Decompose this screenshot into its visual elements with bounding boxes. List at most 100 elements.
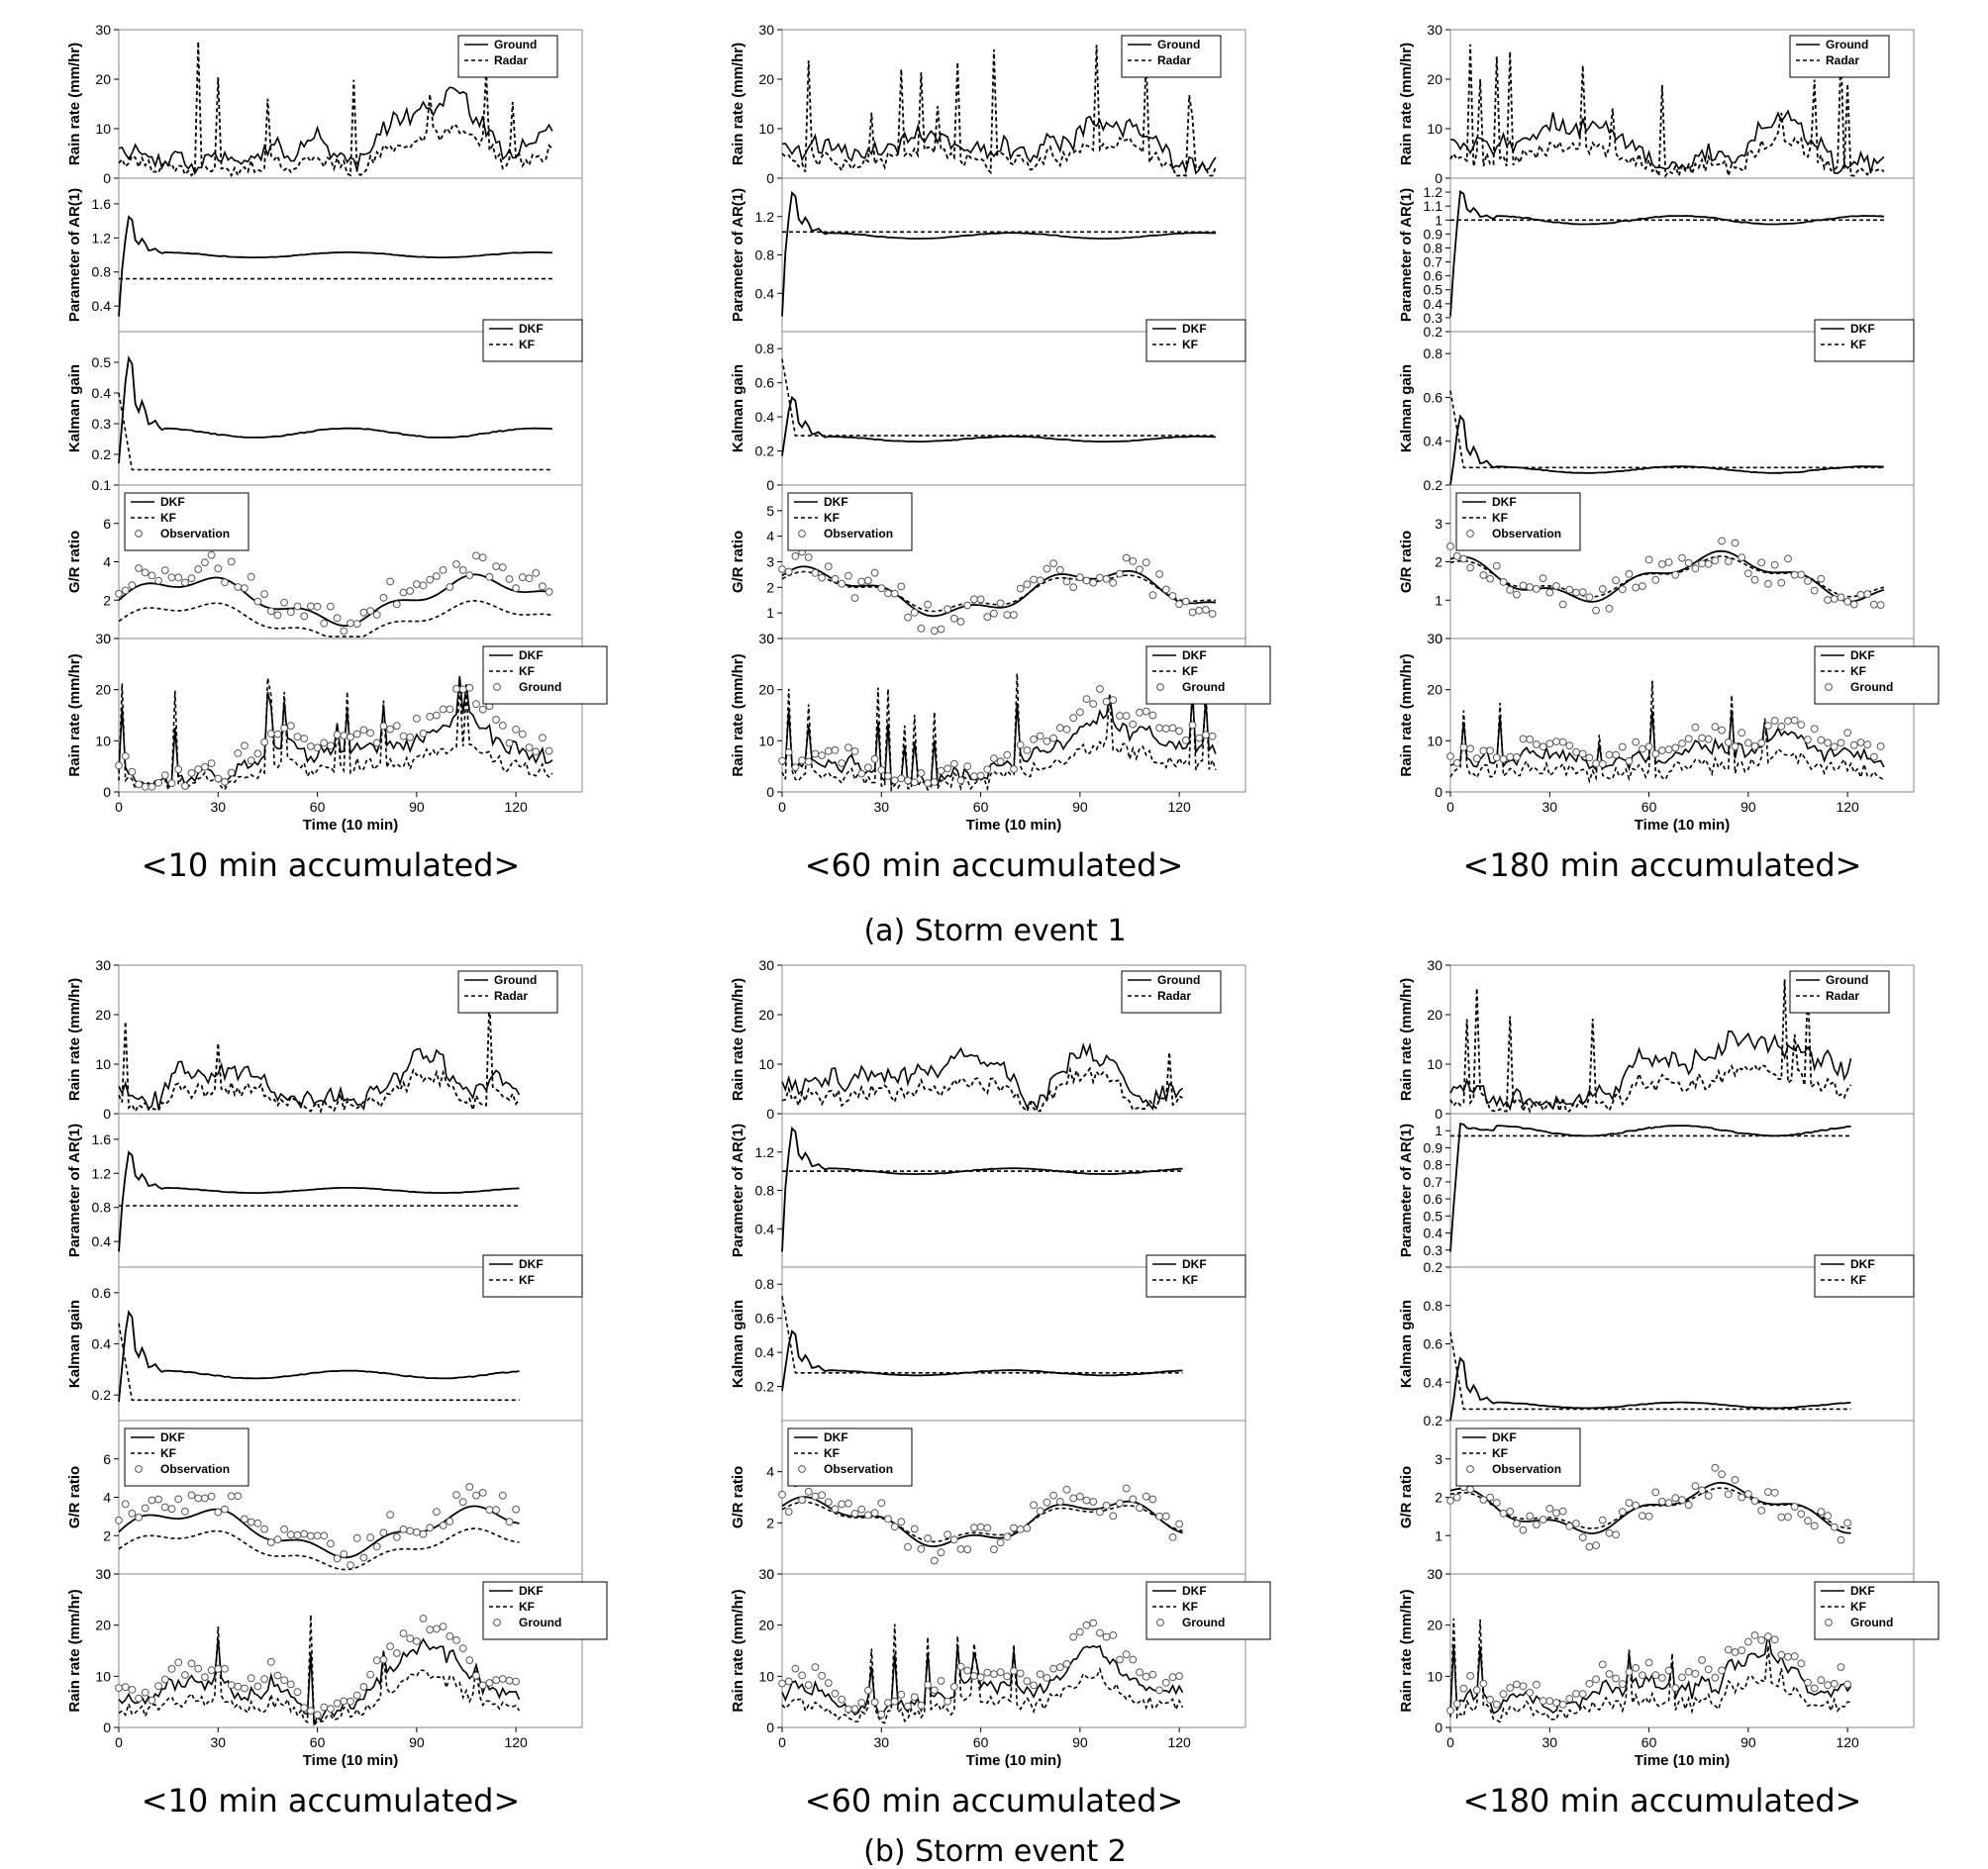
observation-point (160, 566, 169, 574)
ground-point (1030, 1681, 1038, 1690)
observation-point (406, 1526, 415, 1535)
ground-point (419, 1615, 428, 1623)
y-tick-label: 20 (1427, 71, 1442, 87)
y-tick-label: 20 (758, 71, 774, 87)
x-tick-label: 60 (1641, 1734, 1657, 1750)
observation-point (1030, 575, 1038, 584)
observation-point (791, 552, 800, 560)
ground-point (452, 1636, 460, 1644)
y-axis-label: Rain rate (mm/hr) (1398, 1589, 1415, 1712)
legend-label: DKF (519, 648, 544, 662)
legend-label: KF (824, 1446, 840, 1460)
ground-point (1585, 1679, 1594, 1688)
y-tick-label: 4 (766, 529, 774, 544)
y-tick-label: 20 (95, 682, 111, 698)
observation-point (241, 1515, 248, 1524)
y-tick-label: 0.4 (1424, 296, 1443, 312)
observation-point (492, 562, 501, 570)
observation-point (333, 614, 342, 623)
observation-point (1155, 570, 1163, 578)
observation-point (1770, 1488, 1779, 1497)
y-tick-label: 0.3 (92, 416, 112, 432)
ground-point (1513, 1680, 1521, 1689)
ground-point (1102, 1632, 1111, 1641)
observation-point (1010, 1524, 1018, 1532)
series-radar (1449, 44, 1885, 179)
observation-point (135, 564, 144, 572)
ground-point (864, 1686, 872, 1695)
y-tick-label: 3 (1435, 1451, 1442, 1467)
series-kf (118, 1615, 521, 1728)
observation-point (1109, 1512, 1118, 1521)
ground-point (798, 756, 806, 765)
observation-point (505, 575, 514, 583)
x-axis-label: Time (10 min) (303, 1752, 398, 1769)
legend-box (1789, 970, 1890, 1014)
observation-point (505, 1518, 514, 1526)
y-axis-label: Rain rate (mm/hr) (730, 43, 746, 165)
ground-point (1472, 1686, 1481, 1695)
observation-point (1023, 580, 1032, 589)
series-dkf (1449, 1356, 1851, 1422)
x-tick-label: 0 (115, 799, 123, 815)
legend-label: Observation (160, 527, 230, 541)
ground-point (1671, 1684, 1680, 1693)
observation-point (1671, 570, 1680, 579)
ground-point (266, 730, 275, 738)
ground-point (1129, 720, 1138, 729)
y-tick-label: 20 (95, 1007, 111, 1023)
observation-point (1076, 1492, 1084, 1501)
observation-point (121, 586, 130, 595)
ground-point (478, 705, 487, 714)
observation-point (1023, 1524, 1032, 1532)
ground-point (207, 1666, 216, 1675)
panel-gain: 0.1 0.2 0.3 0.4 0.5 Kalman gain DKF KF (66, 319, 583, 493)
legend-label: KF (1850, 664, 1866, 678)
observation-point (1644, 555, 1653, 564)
observation-point (1718, 1470, 1726, 1479)
ground-point (996, 757, 1005, 766)
ground-point (1533, 1680, 1541, 1689)
observation-point (1810, 586, 1819, 595)
series-kf (118, 1527, 520, 1571)
legend-label: Ground (1157, 973, 1200, 987)
ground-point (1770, 1635, 1779, 1644)
series-dkf (781, 1126, 1183, 1252)
ground-point (1446, 1707, 1454, 1715)
observation-point (320, 1531, 329, 1540)
ground-point (472, 700, 480, 709)
observation-point (1466, 563, 1474, 572)
ground-point (877, 1710, 886, 1719)
observation-point (1757, 1507, 1766, 1515)
observation-point (1055, 1498, 1064, 1506)
observation-point (1049, 1491, 1057, 1500)
observation-point (1539, 1516, 1547, 1524)
y-tick-label: 0.4 (755, 1344, 775, 1360)
panel-gr: 0 2 4 G/R ratio DKF KF Observation (730, 1420, 1246, 1582)
y-tick-label: 0.8 (755, 341, 775, 356)
observation-point (1790, 570, 1799, 579)
ground-point (1625, 756, 1634, 765)
x-tick-label: 30 (210, 799, 226, 815)
ground-point (970, 1672, 978, 1680)
ground-point (128, 767, 137, 776)
ground-point (1155, 724, 1163, 733)
observation-point (1738, 553, 1746, 561)
ground-point (1096, 685, 1104, 693)
observation-point (1452, 551, 1461, 560)
observation-point (976, 595, 985, 604)
ground-point (1023, 1677, 1032, 1686)
panel-rain: 0 10 20 30 Rain rate (mm/hr) Ground Radar (66, 957, 583, 1122)
observation-point (1744, 569, 1752, 578)
observation-point (1175, 600, 1183, 609)
observation-point (910, 608, 919, 617)
legend-label: KF (519, 664, 535, 678)
observation-point (485, 572, 494, 581)
observation-point (214, 564, 223, 573)
observation-point (1651, 575, 1660, 584)
legend-box (1814, 1254, 1915, 1298)
y-tick-label: 6 (103, 516, 111, 532)
y-tick-label: 0.6 (1424, 1191, 1443, 1207)
panel-gr: 0 2 4 6 G/R ratio DKF KF Observation (66, 484, 583, 646)
ground-point (260, 738, 269, 746)
